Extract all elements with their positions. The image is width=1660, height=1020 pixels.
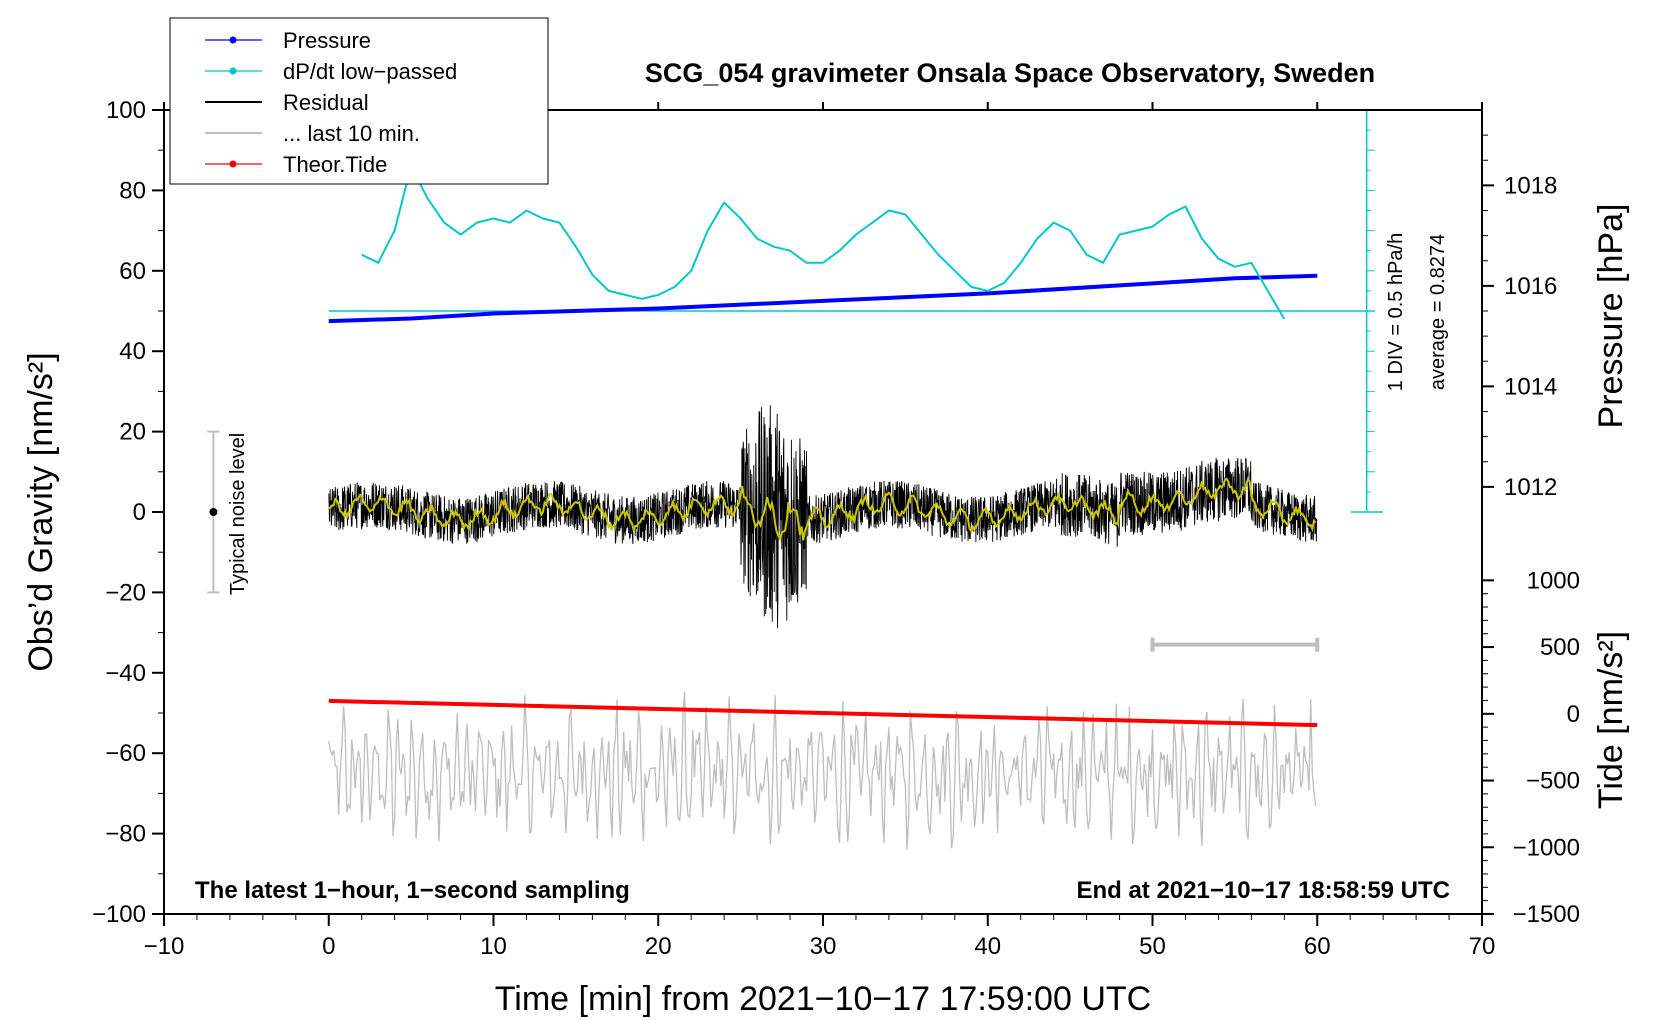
noise-level-label: Typical noise level <box>227 433 249 595</box>
x-tick-label: 40 <box>974 933 1001 960</box>
pressure-tick-label: 1016 <box>1504 273 1557 300</box>
tide-tick-label: −500 <box>1526 768 1580 795</box>
x-axis-title: Time [min] from 2021−10−17 17:59:00 UTC <box>495 980 1151 1018</box>
footer-sampling-note: The latest 1−hour, 1−second sampling <box>195 877 630 904</box>
legend: Pressure dP/dt low−passed Residual ... l… <box>169 17 549 185</box>
legend-dpdt-label: dP/dt low−passed <box>283 59 457 84</box>
x-tick-label: 10 <box>480 933 507 960</box>
axes-layer: −10 0 10 20 30 40 50 60 70−100−80−60−40−20020406… <box>92 97 1580 960</box>
series-2-line <box>328 698 1318 728</box>
pressure-tick-label: 1018 <box>1504 172 1557 199</box>
x-tick-label: 30 <box>810 933 837 960</box>
y-tick-label: −80 <box>105 821 146 848</box>
residual-smoothed-trace <box>328 476 1317 542</box>
plot-traces <box>207 109 1383 850</box>
legend-last10-label: ... last 10 min. <box>283 121 420 146</box>
pressure-tick-label: 1012 <box>1504 474 1557 501</box>
y-axis-title-tide: Tide [nm/s²] <box>1592 631 1630 809</box>
last10-trace <box>328 691 1317 850</box>
y-tick-label: 20 <box>119 419 146 446</box>
x-tick-label: −10 <box>144 933 185 960</box>
y-tick-label: 60 <box>119 258 146 285</box>
x-tick-label: 50 <box>1139 933 1166 960</box>
tide-tick-label: 500 <box>1540 634 1580 661</box>
legend-residual-label: Residual <box>283 90 369 115</box>
series-1-line <box>361 165 1286 320</box>
x-tick-label: 20 <box>645 933 672 960</box>
y-tick-label: 40 <box>119 338 146 365</box>
dpdt-division-label: 1 DIV = 0.5 hPa/h <box>1385 233 1407 391</box>
tide-tick-label: 0 <box>1567 701 1580 728</box>
chart-title: SCG_054 gravimeter Onsala Space Observat… <box>645 58 1375 88</box>
y-tick-label: 100 <box>106 97 146 124</box>
y-tick-label: −60 <box>105 740 146 767</box>
y-axis-title-pressure: Pressure [hPa] <box>1592 204 1630 429</box>
legend-tide-label: Theor.Tide <box>283 152 387 177</box>
dpdt-average-label: average = 0.8274 <box>1427 234 1449 390</box>
x-tick-label: 70 <box>1469 933 1496 960</box>
footer-end-time: End at 2021−10−17 18:58:59 UTC <box>1076 877 1450 904</box>
legend-dpdt-marker <box>229 67 237 75</box>
y-axis-title-gravity: Obs’d Gravity [nm/s²] <box>22 352 60 671</box>
y-tick-label: −40 <box>105 660 146 687</box>
pressure-tick-label: 1014 <box>1504 373 1557 400</box>
x-tick-label: 0 <box>322 933 335 960</box>
series-0-line <box>328 273 1318 324</box>
x-tick-label: 60 <box>1304 933 1331 960</box>
legend-pressure-label: Pressure <box>283 28 371 53</box>
y-tick-label: −100 <box>92 901 146 928</box>
y-tick-label: 0 <box>133 499 146 526</box>
y-tick-label: −20 <box>105 579 146 606</box>
legend-pressure-marker <box>229 36 237 44</box>
tide-tick-label: −1000 <box>1513 834 1580 861</box>
y-tick-label: 80 <box>119 177 146 204</box>
tide-tick-label: −1500 <box>1513 901 1580 928</box>
tide-tick-label: 1000 <box>1527 567 1580 594</box>
legend-tide-marker <box>229 160 237 168</box>
noise-bar-center <box>209 508 218 516</box>
